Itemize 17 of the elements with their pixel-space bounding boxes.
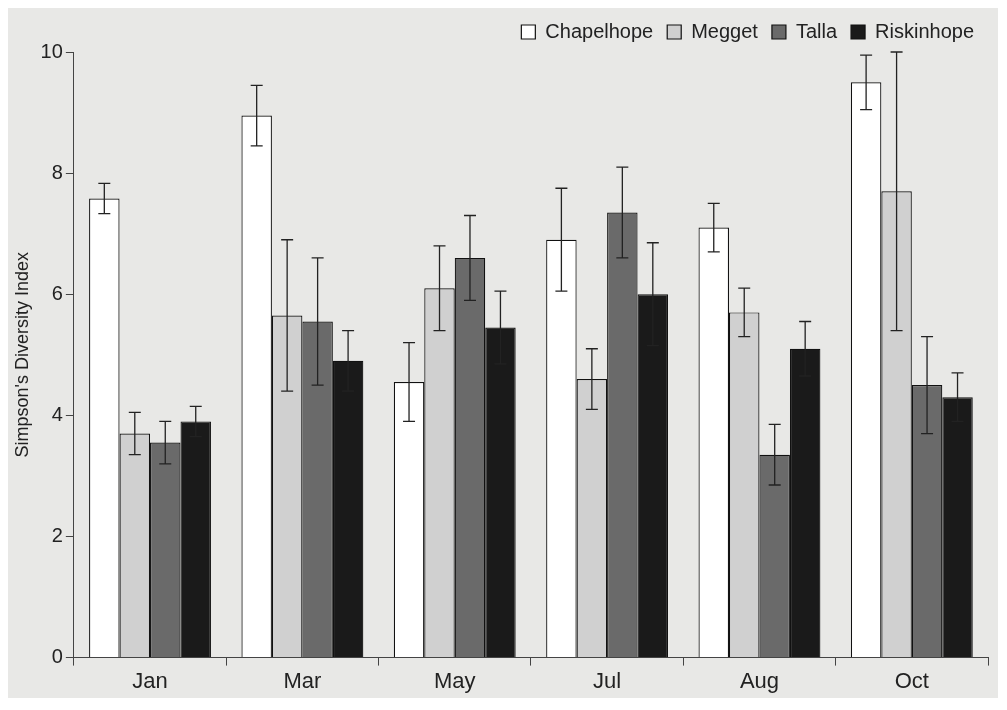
y-tick-label: 8	[51, 160, 63, 183]
x-tick-label: Jan	[132, 667, 168, 693]
y-tick-label: 2	[51, 524, 63, 546]
y-tick-label: 10	[40, 39, 63, 62]
legend-label: Talla	[795, 19, 838, 42]
x-tick-label: Aug	[739, 667, 780, 693]
legend-label: Riskinhope	[875, 19, 975, 42]
legend-label: Megget	[691, 19, 759, 42]
y-tick-label: 4	[51, 402, 63, 425]
x-tick-label: May	[433, 667, 476, 693]
y-axis-title: Simpson's Diversity Index	[11, 252, 32, 458]
x-tick-label: Mar	[283, 667, 322, 693]
y-tick-label: 0	[51, 645, 63, 668]
y-tick-label: 6	[51, 281, 63, 304]
legend-label: Chapelhope	[545, 19, 654, 42]
x-tick-label: Jul	[593, 667, 622, 693]
x-tick-label: Oct	[894, 667, 929, 693]
